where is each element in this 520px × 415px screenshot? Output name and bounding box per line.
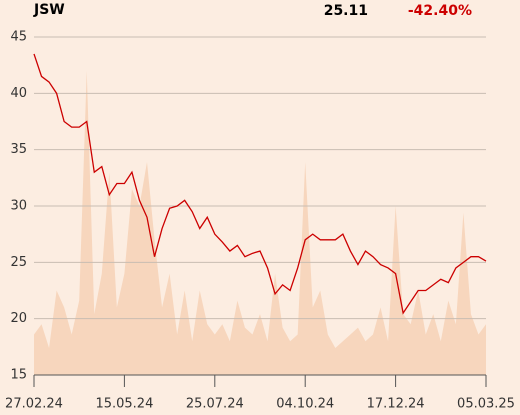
y-tick-label: 20 — [10, 311, 27, 326]
y-tick-label: 45 — [10, 30, 27, 45]
x-tick-label: 25.07.24 — [186, 397, 244, 412]
y-tick-label: 30 — [10, 199, 27, 214]
x-tick-label: 04.10.24 — [276, 397, 334, 412]
price-line — [33, 53, 487, 315]
price: 25.11 — [324, 3, 368, 19]
volume-area — [34, 70, 486, 376]
x-tick-label: 17.12.24 — [367, 397, 425, 412]
y-tick-label: 25 — [10, 255, 27, 270]
y-tick-label: 35 — [10, 142, 27, 157]
change: -42.40% — [408, 3, 472, 19]
y-tick-label: 15 — [10, 368, 27, 383]
y-tick-label: 40 — [10, 86, 27, 101]
x-tick-label: 05.03.25 — [457, 397, 515, 412]
x-tick-label: 15.05.24 — [95, 397, 153, 412]
x-tick-label: 27.02.24 — [5, 397, 63, 412]
chart-title: JSW — [33, 2, 65, 18]
